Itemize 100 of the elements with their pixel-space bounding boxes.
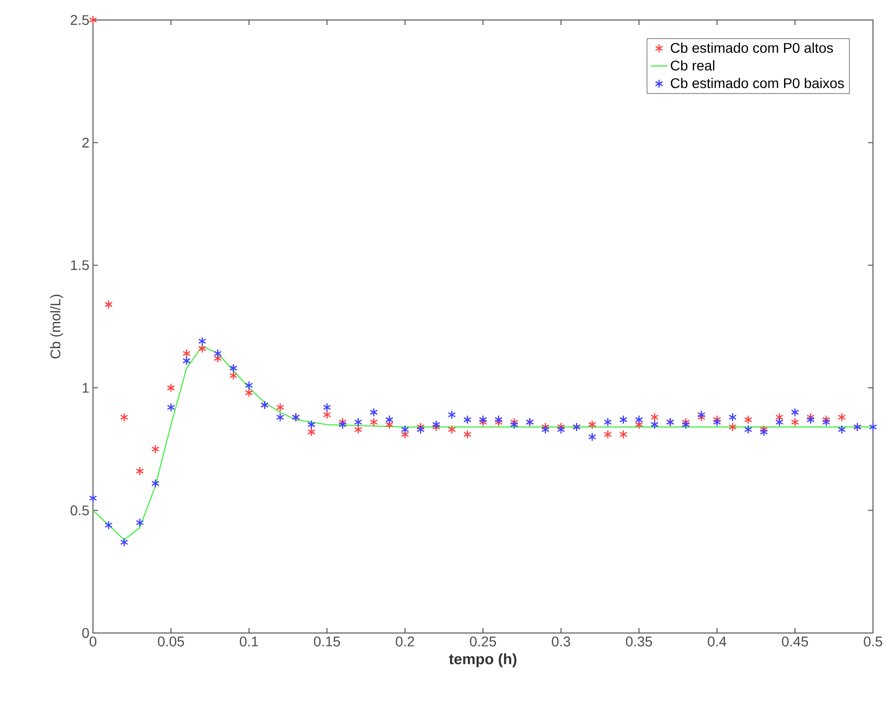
point [136,518,144,528]
point [432,420,440,430]
point [198,336,206,346]
point [182,348,191,358]
point [338,420,347,430]
point [244,380,254,390]
point [650,412,659,422]
point [822,415,830,424]
point [229,370,238,380]
x-tick-label: 0.15 [314,636,340,646]
point [400,424,410,434]
point [604,418,612,427]
point [322,410,332,420]
point [385,415,394,424]
point [588,432,596,442]
point [619,415,628,424]
point [775,418,784,427]
point [760,427,768,437]
point [697,412,706,422]
point [136,466,144,476]
point [432,422,440,432]
legend-label: Cb estimado com P0 altos [670,42,833,53]
point [354,424,362,434]
point [744,424,752,434]
point [682,420,690,430]
x-tick-label: 0.1 [240,636,258,646]
point [104,300,113,310]
point [478,418,488,427]
point [556,424,566,434]
point [806,415,815,424]
point [463,430,472,439]
x-tick-label: 0.35 [626,636,652,646]
legend-label: Cb estimado com P0 baixos [670,78,844,88]
point [448,424,456,434]
point [634,420,644,430]
point [728,412,737,422]
x-axis-title: tempo (h) [449,653,516,668]
point [120,538,128,547]
point [120,412,128,422]
y-tick-label: 0 [82,628,89,638]
x-tick-label: 0.2 [396,636,414,646]
point [354,418,362,427]
point [229,364,238,373]
point [276,412,284,422]
point [790,408,800,417]
point [214,354,222,363]
point [806,412,815,422]
point [728,422,737,432]
point [541,424,550,434]
point [198,344,206,354]
point [744,415,752,424]
point [822,418,830,427]
point [650,420,659,430]
y-tick-label: 2 [82,138,89,148]
point [416,424,425,434]
point [244,388,254,398]
point [712,418,722,427]
legend-label: Cb real [670,60,714,71]
x-tick-label: 0.5 [864,636,882,646]
point [463,415,472,424]
point [400,430,410,439]
point [868,422,878,432]
point [151,478,160,488]
y-tick-label: 0.5 [70,505,89,516]
point [385,420,394,430]
point [182,356,191,366]
point [619,430,628,439]
x-tick-label: 0.3 [552,636,570,646]
point [494,415,503,424]
y-tick-label: 1 [82,382,89,393]
x-tick-label: 0.25 [470,636,496,646]
y-axis-title: Cb (mol/L) [50,294,64,358]
point [838,424,846,434]
point [214,348,222,358]
point [712,415,722,424]
point [370,418,378,427]
point [775,412,784,422]
point [307,420,316,430]
x-tick-label: 0.05 [158,636,184,646]
point [510,420,518,430]
x-tick-label: 0 [90,636,96,646]
point [448,410,456,420]
point [151,444,160,454]
point [682,418,690,427]
point [790,418,800,427]
point [588,420,596,430]
point [838,412,846,422]
point [88,494,98,503]
point [276,402,284,412]
point [338,418,347,427]
point [166,402,176,412]
point [88,15,98,25]
point [604,430,612,439]
point [166,383,176,392]
point [760,424,768,434]
x-tick-label: 0.4 [708,636,726,646]
point [370,408,378,417]
point [634,415,644,424]
y-tick-label: 2.5 [70,15,89,25]
point [494,418,503,427]
